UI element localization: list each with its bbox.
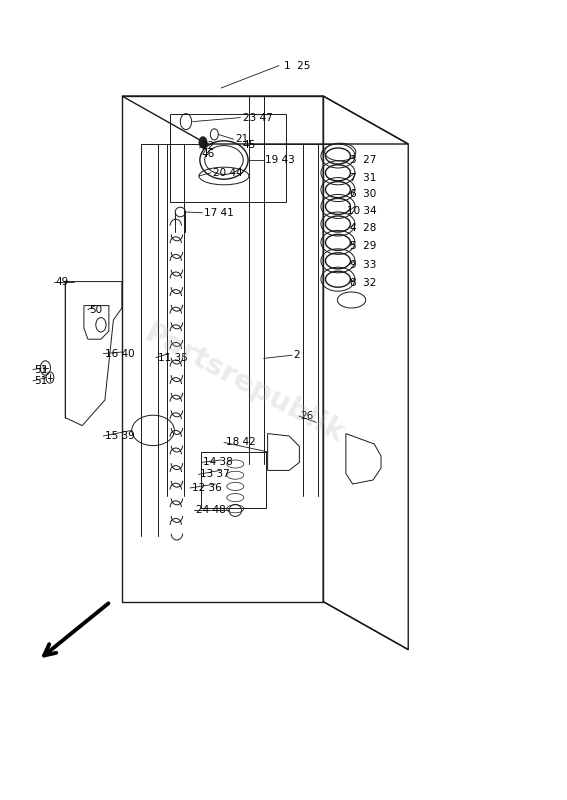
Text: 8  32: 8 32 xyxy=(350,278,377,288)
Text: 50: 50 xyxy=(90,305,103,314)
Text: 1  25: 1 25 xyxy=(284,61,310,70)
Text: 26: 26 xyxy=(301,411,314,421)
Text: 23 47: 23 47 xyxy=(243,113,272,122)
Text: 9  33: 9 33 xyxy=(350,260,377,270)
Text: 5  29: 5 29 xyxy=(350,242,377,251)
Text: 46: 46 xyxy=(201,149,214,158)
Text: 12 36: 12 36 xyxy=(192,483,221,493)
Text: 19 43: 19 43 xyxy=(265,155,295,165)
Text: 11 35: 11 35 xyxy=(158,353,187,362)
Text: 45: 45 xyxy=(243,140,256,150)
Text: 3  27: 3 27 xyxy=(350,155,377,165)
Text: 20 44: 20 44 xyxy=(213,168,242,178)
Text: 16 40: 16 40 xyxy=(105,349,134,358)
Text: 24 48: 24 48 xyxy=(196,506,225,515)
Text: 51: 51 xyxy=(34,365,47,374)
Text: 4  28: 4 28 xyxy=(350,223,377,233)
Text: 13 37: 13 37 xyxy=(200,470,229,479)
Text: 10 34: 10 34 xyxy=(347,206,376,216)
Circle shape xyxy=(199,137,207,148)
Text: 15 39: 15 39 xyxy=(105,431,134,441)
Text: 49: 49 xyxy=(56,277,69,286)
Text: Partsrepublik: Partsrepublik xyxy=(139,319,349,449)
Text: 18 42: 18 42 xyxy=(226,438,255,447)
Text: 22: 22 xyxy=(201,141,214,150)
Text: 21: 21 xyxy=(235,134,248,144)
Text: 17 41: 17 41 xyxy=(204,208,234,218)
Text: 51: 51 xyxy=(34,376,47,386)
Text: 7  31: 7 31 xyxy=(350,173,377,182)
Text: 14 38: 14 38 xyxy=(203,458,232,467)
Text: 2: 2 xyxy=(294,350,301,360)
Text: 6  30: 6 30 xyxy=(350,190,376,199)
